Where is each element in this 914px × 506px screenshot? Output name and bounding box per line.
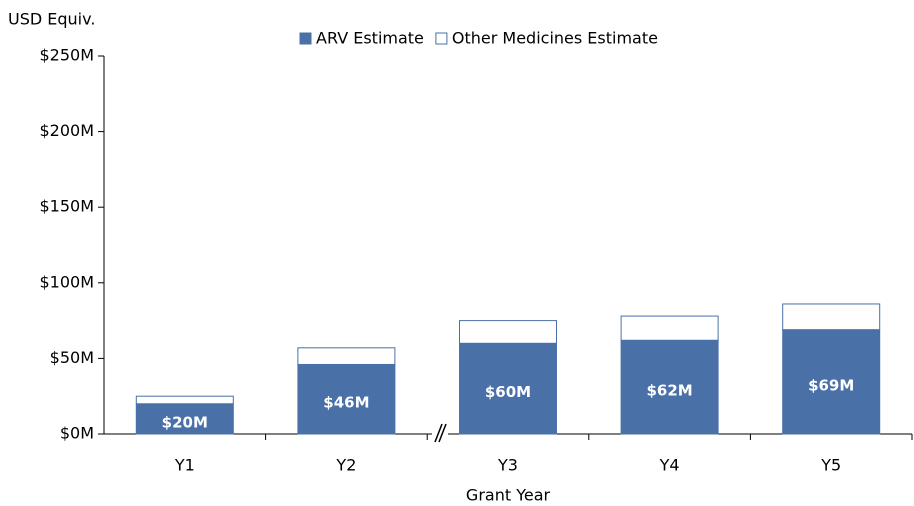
x-tick-label: Y4	[659, 456, 680, 475]
data-label: $62M	[646, 382, 692, 400]
y-axis-label: USD Equiv.	[8, 10, 95, 29]
x-axis-label: Grant Year	[466, 486, 551, 505]
bar-segment	[782, 329, 881, 435]
data-label: $20M	[162, 413, 208, 431]
x-tick-label: Y5	[820, 456, 841, 475]
y-tick-label: $250M	[39, 46, 94, 65]
y-tick-label: $100M	[39, 272, 94, 291]
bar-segment	[297, 363, 396, 435]
bar-segment	[297, 347, 396, 365]
data-label: $69M	[808, 376, 854, 394]
bar-segment	[620, 339, 719, 435]
axis-break-gap	[432, 418, 448, 446]
bar-segment	[782, 303, 881, 331]
bar-segment	[135, 395, 234, 405]
bar-segment	[459, 320, 557, 344]
bar-segment	[459, 342, 557, 435]
axis-break-line	[434, 423, 443, 443]
axis-break-line	[438, 423, 447, 443]
x-tick-label: Y3	[497, 456, 518, 475]
bar-segment	[620, 315, 719, 341]
data-label: $46M	[323, 394, 369, 412]
legend-swatch	[435, 32, 448, 45]
legend-label: ARV Estimate	[316, 29, 424, 48]
legend-swatch	[299, 32, 312, 45]
bar-segment	[135, 403, 234, 435]
y-tick-label: $50M	[50, 348, 94, 367]
axis-break	[432, 418, 448, 446]
x-tick-label: Y1	[174, 456, 195, 475]
y-tick-label: $200M	[39, 121, 94, 140]
x-tick-label: Y2	[335, 456, 356, 475]
y-tick-label: $0M	[60, 424, 94, 443]
y-tick-label: $150M	[39, 197, 94, 216]
legend-label: Other Medicines Estimate	[452, 29, 658, 48]
data-label: $60M	[485, 383, 531, 401]
